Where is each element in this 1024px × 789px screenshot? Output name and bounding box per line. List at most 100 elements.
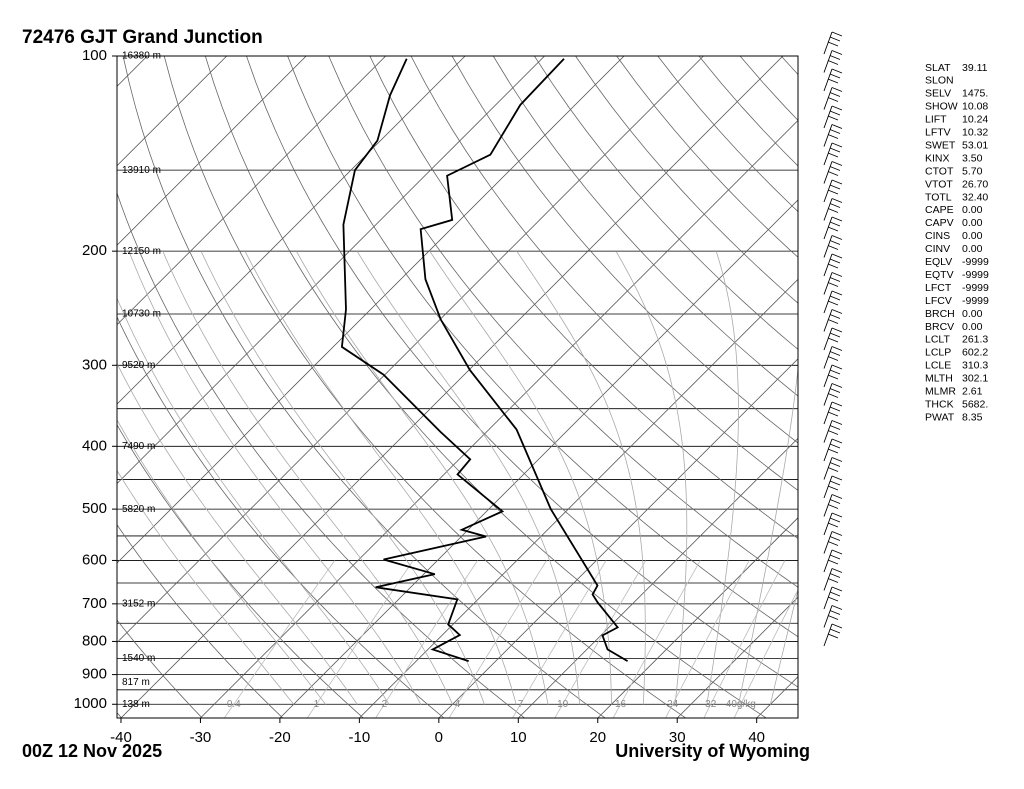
dry-adiabat bbox=[492, 56, 798, 397]
mixing-ratio-label: 24 bbox=[667, 699, 679, 710]
index-label: LCLE bbox=[925, 360, 951, 372]
wind-barb bbox=[823, 179, 833, 203]
wind-barb bbox=[827, 115, 839, 121]
wind-barb bbox=[831, 438, 843, 444]
wind-barb bbox=[823, 512, 833, 536]
dry-adiabat bbox=[117, 191, 525, 718]
y-tick-label: 200 bbox=[82, 242, 107, 259]
wind-barb bbox=[829, 36, 841, 42]
wind-barb bbox=[829, 240, 841, 245]
x-tick-label: -30 bbox=[190, 729, 212, 746]
wind-barb bbox=[827, 226, 839, 232]
wind-barb bbox=[827, 208, 839, 213]
isotherm bbox=[0, 56, 68, 718]
isotherm bbox=[120, 56, 784, 718]
index-value: 10.32 bbox=[962, 127, 988, 139]
wind-barb bbox=[831, 124, 843, 129]
wind-barb bbox=[829, 92, 841, 97]
wind-barb bbox=[823, 549, 833, 573]
index-value: 0.00 bbox=[962, 204, 983, 216]
height-label: 9520 m bbox=[122, 360, 155, 371]
index-label: TOTL bbox=[925, 191, 952, 203]
wind-barb bbox=[827, 300, 839, 306]
isotherm bbox=[518, 437, 798, 718]
mixing-ratio-line bbox=[223, 560, 336, 718]
height-label: 13910 m bbox=[122, 165, 161, 176]
wind-barb bbox=[827, 337, 839, 343]
isotherm bbox=[438, 358, 798, 718]
index-label: CAPV bbox=[925, 217, 954, 229]
wind-barb bbox=[827, 171, 839, 176]
wind-barb bbox=[823, 623, 833, 647]
mixing-ratio-line bbox=[375, 560, 478, 718]
wind-barb bbox=[827, 578, 839, 583]
wind-barb bbox=[827, 152, 839, 158]
index-label: BRCV bbox=[925, 321, 954, 333]
height-label: 138 m bbox=[122, 699, 150, 710]
wind-barb bbox=[823, 327, 833, 351]
wind-barb bbox=[827, 356, 839, 361]
moist-adiabat bbox=[128, 250, 422, 705]
y-tick-label: 700 bbox=[82, 595, 107, 612]
dry-adiabat bbox=[117, 712, 122, 718]
isotherm bbox=[676, 596, 798, 718]
index-value: 3.50 bbox=[962, 152, 983, 164]
wind-barb bbox=[827, 189, 839, 195]
index-value: 1475. bbox=[962, 88, 988, 100]
wind-barb bbox=[831, 457, 843, 462]
wind-barb bbox=[831, 346, 843, 351]
wind-barb bbox=[831, 50, 843, 55]
wind-barb bbox=[823, 364, 833, 388]
isotherm bbox=[200, 119, 798, 718]
wind-barb bbox=[829, 351, 841, 356]
moist-adiabat bbox=[615, 250, 688, 705]
wind-barb bbox=[829, 369, 841, 375]
dry-adiabat bbox=[117, 524, 284, 718]
wind-barb bbox=[829, 110, 841, 116]
moist-adiabat bbox=[429, 250, 612, 705]
index-value: 310.3 bbox=[962, 360, 988, 372]
x-tick-label: -10 bbox=[349, 729, 371, 746]
wind-barb bbox=[831, 31, 843, 37]
wind-barb bbox=[831, 568, 843, 573]
index-value: 0.00 bbox=[962, 321, 983, 333]
wind-barb bbox=[831, 161, 843, 166]
moist-adiabat bbox=[117, 297, 390, 705]
dry-adiabat bbox=[534, 56, 798, 350]
wind-barb bbox=[827, 522, 839, 528]
index-label: PWAT bbox=[925, 411, 955, 423]
y-tick-label: 100 bbox=[82, 47, 107, 64]
index-label: CINS bbox=[925, 230, 950, 242]
index-value: 53.01 bbox=[962, 139, 988, 151]
moist-adiabat bbox=[200, 250, 485, 705]
y-tick-label: 900 bbox=[82, 666, 107, 683]
mixing-ratio-label: 16 bbox=[615, 699, 627, 710]
wind-barb bbox=[831, 605, 843, 610]
wind-barb bbox=[829, 480, 841, 486]
index-label: MLTH bbox=[925, 373, 953, 385]
wind-barb bbox=[823, 438, 833, 462]
wind-barb bbox=[829, 425, 841, 430]
wind-barb bbox=[827, 430, 839, 435]
index-value: -9999 bbox=[962, 256, 989, 268]
mixing-ratio-label: 40g/kg bbox=[726, 699, 756, 710]
wind-barb bbox=[831, 586, 843, 592]
wind-barb bbox=[823, 457, 833, 480]
index-value: 10.24 bbox=[962, 114, 988, 126]
index-label: LFCV bbox=[925, 295, 952, 307]
wind-barb bbox=[823, 31, 833, 55]
wind-barb bbox=[831, 420, 843, 425]
index-label: THCK bbox=[925, 398, 954, 410]
wind-barb bbox=[829, 462, 841, 467]
index-value: -9999 bbox=[962, 282, 989, 294]
wind-barb bbox=[827, 319, 839, 324]
isotherm bbox=[117, 56, 625, 564]
moist-adiabat bbox=[162, 250, 453, 705]
mixing-ratio-line bbox=[665, 560, 750, 718]
wind-barb bbox=[823, 290, 833, 314]
dry-adiabat bbox=[575, 56, 798, 304]
wind-barb bbox=[827, 60, 839, 65]
wind-barb bbox=[829, 184, 841, 190]
wind-barb bbox=[829, 443, 841, 449]
index-value: 5682. bbox=[962, 398, 988, 410]
